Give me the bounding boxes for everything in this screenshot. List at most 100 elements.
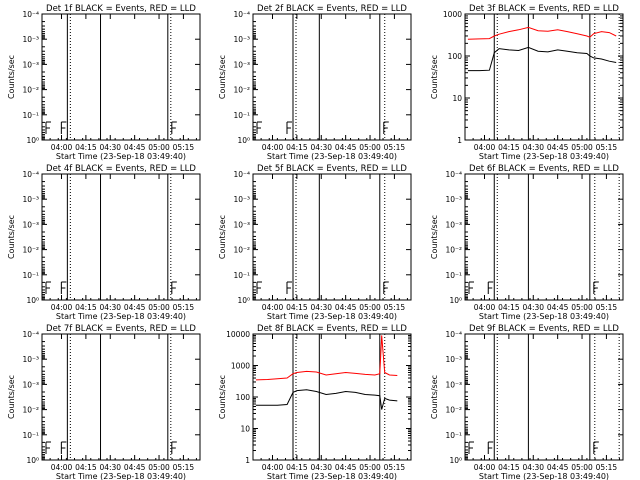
baseline-marker <box>45 441 51 454</box>
panel-title: Det 9f BLACK = Events, RED = LLD <box>469 324 619 334</box>
x-tick-label: 05:15 <box>173 303 195 312</box>
x-tick-label: 04:45 <box>124 143 146 152</box>
y-tick-label: 1 <box>245 456 250 465</box>
y-tick-label: 10⁰ <box>26 136 39 145</box>
y-tick-label: 10⁻² <box>22 406 39 415</box>
x-tick-label: 05:00 <box>571 463 593 472</box>
x-tick-label: 04:00 <box>262 303 284 312</box>
y-tick-label: 10 <box>240 425 250 434</box>
x-tick-label: 04:00 <box>51 143 73 152</box>
panel-8: Det 8f BLACK = Events, RED = LLD 1 10 100 10… <box>218 324 412 480</box>
y-tick-label: 10⁻³ <box>233 220 250 229</box>
x-tick-label: 04:15 <box>75 463 97 472</box>
y-tick-label: 10⁰ <box>26 456 39 465</box>
y-tick-label: 10⁻⁴ <box>22 10 39 19</box>
x-tick-label: 04:30 <box>310 463 332 472</box>
panel-title: Det 4f BLACK = Events, RED = LLD <box>46 164 196 174</box>
baseline-marker <box>60 281 67 294</box>
x-tick-label: 04:45 <box>335 463 357 472</box>
x-tick-label: 04:45 <box>335 303 357 312</box>
y-tick-label: 10⁻² <box>445 406 462 415</box>
x-tick-label: 05:15 <box>384 463 406 472</box>
x-tick-label: 04:00 <box>51 463 73 472</box>
baseline-marker <box>256 121 262 134</box>
plot-frame <box>464 173 624 301</box>
panel-title: Det 8f BLACK = Events, RED = LLD <box>257 324 407 334</box>
x-tick-label: 04:15 <box>286 303 308 312</box>
x-tick-label: 05:15 <box>384 143 406 152</box>
x-tick-label: 04:30 <box>522 143 544 152</box>
x-tick-label: 04:00 <box>51 303 73 312</box>
y-tick-label: 10 <box>452 94 462 103</box>
panel-title: Det 6f BLACK = Events, RED = LLD <box>469 164 619 174</box>
x-axis-label: Start Time (23-Sep-18 03:49:40) <box>479 152 609 161</box>
x-tick-label: 04:30 <box>99 143 121 152</box>
y-tick-label: 10⁰ <box>449 456 462 465</box>
baseline-marker <box>286 281 292 294</box>
x-tick-label: 05:00 <box>148 463 170 472</box>
baseline-marker <box>60 121 67 134</box>
x-axis-label: Start Time (23-Sep-18 03:49:40) <box>479 472 609 480</box>
y-tick-label: 10⁻¹ <box>233 271 250 280</box>
x-tick-label: 04:30 <box>522 303 544 312</box>
x-tick-label: 05:00 <box>359 303 381 312</box>
x-tick-label: 04:45 <box>124 303 146 312</box>
x-tick-label: 04:15 <box>75 143 97 152</box>
panel-4: Det 4f BLACK = Events, RED = LLD 10⁻⁴ 10⁻³… <box>7 164 201 321</box>
y-tick-label: 10⁰ <box>26 296 39 305</box>
y-tick-label: 1000 <box>231 362 250 371</box>
panel-5: Det 5f BLACK = Events, RED = LLD 10⁻⁴ 10⁻³… <box>218 164 412 321</box>
x-tick-label: 04:45 <box>335 143 357 152</box>
baseline-marker <box>60 441 67 454</box>
baseline-marker <box>171 441 177 454</box>
baseline-marker <box>171 281 177 294</box>
panel-7: Det 7f BLACK = Events, RED = LLD 10⁻⁴ 10⁻³… <box>7 324 201 480</box>
x-tick-label: 04:00 <box>474 463 496 472</box>
y-axis-label: Counts/sec <box>218 215 227 259</box>
x-tick-label: 05:00 <box>571 143 593 152</box>
y-tick-label: 10⁻³ <box>445 195 462 204</box>
x-axis-label: Start Time (23-Sep-18 03:49:40) <box>479 312 609 321</box>
plot-frame <box>252 173 412 301</box>
x-tick-label: 04:00 <box>262 463 284 472</box>
panel-1: Det 1f BLACK = Events, RED = LLD 10⁻⁴ 10⁻³… <box>7 4 201 161</box>
x-tick-label: 04:45 <box>547 143 569 152</box>
x-tick-label: 04:15 <box>498 143 520 152</box>
y-tick-label: 10⁻⁴ <box>445 330 462 339</box>
y-tick-label: 10⁻¹ <box>22 431 39 440</box>
baseline-marker <box>256 281 262 294</box>
y-tick-label: 10⁰ <box>449 296 462 305</box>
y-tick-label: 10⁻³ <box>233 60 250 69</box>
plot-frame <box>252 13 412 141</box>
y-tick-label: 10⁻⁴ <box>233 170 250 179</box>
x-tick-label: 04:30 <box>99 303 121 312</box>
y-tick-label: 10⁻³ <box>22 380 39 389</box>
y-axis-label: Counts/sec <box>7 55 16 99</box>
panel-title: Det 5f BLACK = Events, RED = LLD <box>257 164 407 174</box>
y-tick-label: 10000 <box>226 330 250 339</box>
x-tick-label: 04:30 <box>99 463 121 472</box>
y-tick-label: 10⁻¹ <box>22 111 39 120</box>
x-tick-label: 05:15 <box>596 143 618 152</box>
y-axis-label: Counts/sec <box>7 375 16 419</box>
y-tick-label: 10⁻² <box>233 86 250 95</box>
x-tick-label: 04:30 <box>522 463 544 472</box>
y-tick-label: 1000 <box>443 10 462 19</box>
y-axis-label: Counts/sec <box>430 215 439 259</box>
x-tick-label: 05:00 <box>359 463 381 472</box>
plot-frame <box>41 13 201 141</box>
y-tick-label: 10⁻³ <box>445 220 462 229</box>
y-tick-label: 10⁰ <box>237 136 250 145</box>
plot-frame <box>41 173 201 301</box>
x-tick-label: 05:15 <box>596 303 618 312</box>
series-lld-line <box>467 26 617 40</box>
baseline-marker <box>45 281 51 294</box>
plot-frame <box>464 333 624 461</box>
baseline-marker <box>487 441 494 454</box>
plot-frame <box>464 13 624 141</box>
baseline-marker <box>45 121 51 134</box>
baseline-marker <box>286 121 292 134</box>
y-tick-label: 1 <box>457 136 462 145</box>
x-tick-label: 05:15 <box>173 143 195 152</box>
panel-3: Det 3f BLACK = Events, RED = LLD 1 10 100 10… <box>430 4 624 161</box>
